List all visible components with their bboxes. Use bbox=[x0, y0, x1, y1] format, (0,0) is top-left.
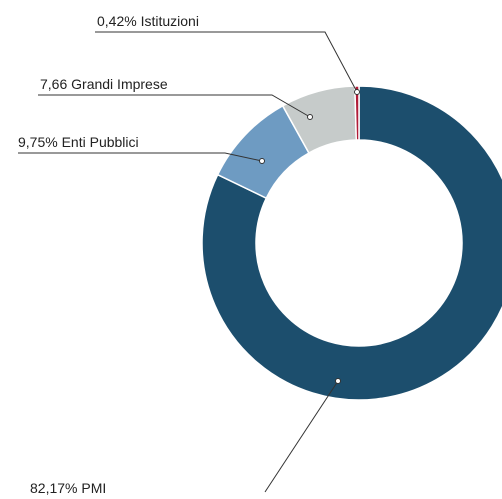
leaders bbox=[18, 31, 358, 493]
label: 0,42% Istituzioni bbox=[97, 13, 199, 29]
value-label: 82,17% bbox=[30, 480, 77, 496]
category-label: Enti Pubblici bbox=[62, 134, 139, 150]
value-label: 9,75% bbox=[18, 134, 58, 150]
donut bbox=[201, 85, 502, 401]
label: 7,66 Grandi Imprese bbox=[40, 76, 168, 92]
value-label: 7,66 bbox=[40, 76, 67, 92]
donut-slice bbox=[354, 85, 360, 141]
category-label: Istituzioni bbox=[141, 13, 199, 29]
category-label: PMI bbox=[81, 480, 106, 496]
leader-dot bbox=[335, 378, 341, 384]
donut-slice bbox=[201, 85, 502, 401]
leader-line bbox=[18, 152, 263, 162]
leader-dot bbox=[307, 114, 313, 120]
label: 82,17% PMI bbox=[30, 480, 106, 496]
leader-dot bbox=[259, 158, 265, 164]
leader-line bbox=[264, 380, 339, 493]
leader-dots bbox=[259, 89, 360, 384]
leader-line bbox=[95, 31, 358, 93]
leader-dot bbox=[354, 89, 360, 95]
label: 9,75% Enti Pubblici bbox=[18, 134, 139, 150]
leader-line bbox=[38, 94, 311, 118]
value-label: 0,42% bbox=[97, 13, 137, 29]
category-label: Grandi Imprese bbox=[71, 76, 168, 92]
